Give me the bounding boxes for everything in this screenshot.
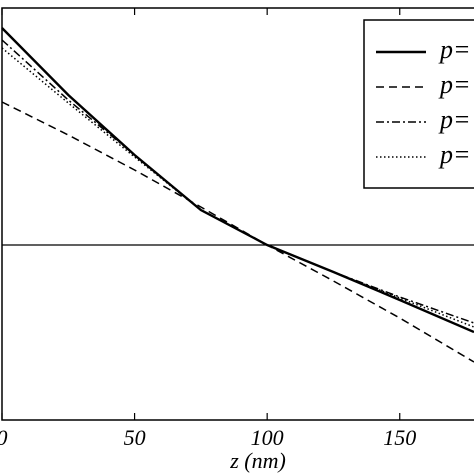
series-line bbox=[1, 101, 474, 363]
plot-frame bbox=[1, 7, 474, 421]
legend-label: p= bbox=[438, 105, 471, 134]
legend-box bbox=[363, 19, 474, 189]
x-axis-label: z (nm) bbox=[229, 448, 286, 473]
legend-label: p= bbox=[438, 70, 471, 99]
x-tick-label: 150 bbox=[383, 425, 416, 450]
series-line bbox=[1, 39, 474, 324]
legend-label: p= bbox=[438, 140, 471, 169]
x-tick-label: 100 bbox=[251, 425, 284, 450]
series-line bbox=[1, 47, 474, 328]
x-tick-label: 50 bbox=[124, 425, 146, 450]
legend-label: p= bbox=[438, 35, 471, 64]
x-tick-label: 0 bbox=[0, 425, 8, 450]
